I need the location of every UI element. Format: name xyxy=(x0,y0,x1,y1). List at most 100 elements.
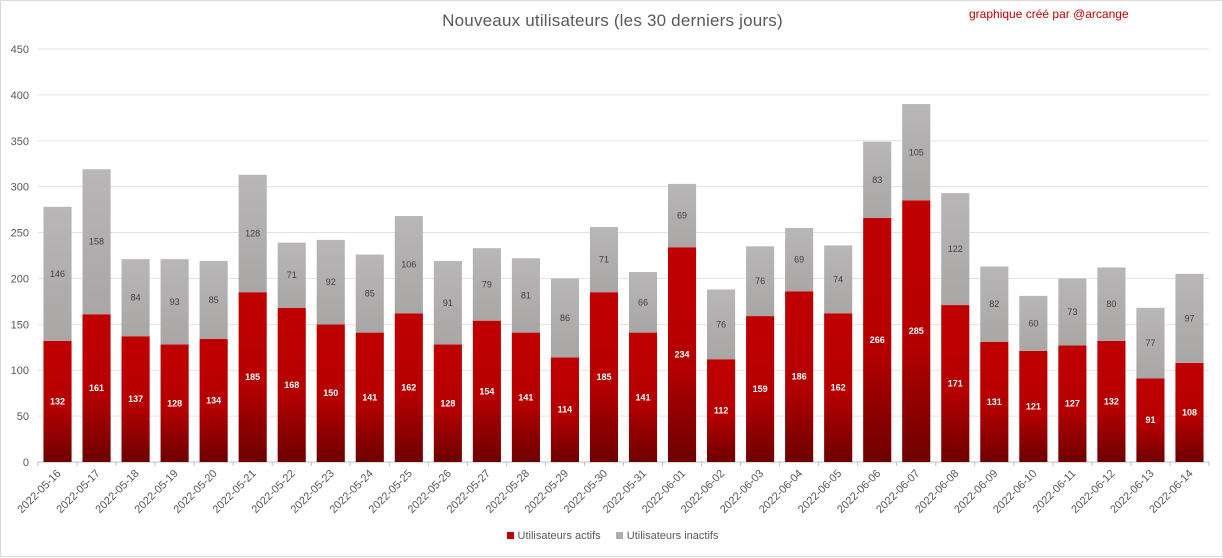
bar-active xyxy=(980,341,1009,462)
bar-inactive xyxy=(902,104,931,201)
bar-inactive xyxy=(785,227,814,292)
data-label-active: 132 xyxy=(1104,396,1119,406)
bar-inactive xyxy=(199,261,228,340)
bar-active xyxy=(1097,340,1126,462)
data-label-active: 91 xyxy=(1145,415,1155,425)
bar-inactive xyxy=(1058,278,1087,346)
bar-inactive xyxy=(1136,307,1165,379)
y-tick-label: 400 xyxy=(11,90,29,102)
bar-active xyxy=(121,336,150,462)
bar-active xyxy=(394,313,423,462)
data-label-active: 154 xyxy=(479,386,494,396)
bar-active xyxy=(824,313,853,462)
data-label-active: 121 xyxy=(1026,401,1041,411)
bar-active xyxy=(902,200,931,462)
y-tick-label: 250 xyxy=(11,228,29,240)
bar-active xyxy=(707,359,736,462)
legend: Utilisateurs actifs Utilisateurs inactif… xyxy=(1,530,1223,542)
data-label-active: 131 xyxy=(987,397,1002,407)
data-label-inactive: 74 xyxy=(833,274,843,284)
bar-inactive xyxy=(43,206,72,341)
bar-active xyxy=(746,316,775,462)
bar-inactive xyxy=(550,278,580,358)
data-label-active: 141 xyxy=(636,392,651,402)
y-tick-label: 50 xyxy=(17,411,29,423)
data-label-active: 162 xyxy=(401,383,416,393)
bar-inactive xyxy=(511,258,540,333)
data-label-inactive: 66 xyxy=(638,297,648,307)
bar-inactive xyxy=(433,261,462,345)
data-label-inactive: 158 xyxy=(89,237,104,247)
bar-active xyxy=(589,292,619,462)
bar-inactive xyxy=(355,254,384,333)
bar-inactive xyxy=(277,242,306,308)
data-label-inactive: 92 xyxy=(326,277,336,287)
data-label-inactive: 84 xyxy=(131,293,141,303)
data-label-active: 141 xyxy=(518,392,533,402)
data-label-inactive: 97 xyxy=(1184,313,1194,323)
bar-inactive xyxy=(746,246,775,317)
legend-label-inactive: Utilisateurs inactifs xyxy=(626,530,719,542)
data-label-active: 132 xyxy=(50,396,65,406)
data-label-active: 108 xyxy=(1182,407,1197,417)
y-tick-label: 450 xyxy=(11,44,29,56)
data-label-active: 168 xyxy=(284,380,299,390)
bar-active xyxy=(433,344,462,462)
data-label-active: 128 xyxy=(440,398,455,408)
data-label-inactive: 76 xyxy=(755,276,765,286)
bar-inactive xyxy=(316,239,345,325)
bar-active xyxy=(277,307,306,462)
data-label-active: 162 xyxy=(831,383,846,393)
bar-inactive xyxy=(824,245,853,314)
bar-inactive xyxy=(160,259,189,345)
bar-active xyxy=(785,291,814,462)
data-label-inactive: 60 xyxy=(1028,318,1038,328)
data-label-active: 159 xyxy=(753,384,768,394)
bar-active xyxy=(238,292,267,462)
data-label-active: 285 xyxy=(909,326,924,336)
data-label-active: 128 xyxy=(167,398,182,408)
legend-swatch-active xyxy=(506,532,514,539)
bar-active xyxy=(43,340,72,462)
data-label-active: 150 xyxy=(323,388,338,398)
data-label-inactive: 146 xyxy=(50,269,65,279)
bar-active xyxy=(355,332,384,462)
bar-active xyxy=(628,332,658,462)
bar-inactive xyxy=(82,169,111,315)
legend-label-active: Utilisateurs actifs xyxy=(517,530,601,542)
legend-swatch-inactive xyxy=(615,532,623,539)
bar-active xyxy=(316,324,345,462)
bar-inactive xyxy=(1097,267,1126,341)
bar-active xyxy=(1019,350,1048,462)
data-label-inactive: 85 xyxy=(209,295,219,305)
bar-active xyxy=(863,217,892,462)
bar-active xyxy=(511,332,540,462)
data-label-active: 266 xyxy=(870,335,885,345)
bar-inactive xyxy=(589,227,619,293)
bar-active xyxy=(1136,378,1165,462)
y-tick-label: 150 xyxy=(11,319,29,331)
data-label-active: 171 xyxy=(948,379,963,389)
bar-active xyxy=(1058,345,1087,462)
data-label-active: 127 xyxy=(1065,399,1080,409)
bar-active xyxy=(1175,362,1204,462)
data-label-inactive: 76 xyxy=(716,319,726,329)
bar-inactive xyxy=(121,259,150,337)
bar-inactive xyxy=(667,183,697,248)
bar-inactive xyxy=(1019,295,1048,351)
y-tick-label: 350 xyxy=(11,136,29,148)
y-tick-label: 0 xyxy=(23,457,29,469)
data-label-inactive: 105 xyxy=(909,147,924,157)
data-label-inactive: 77 xyxy=(1145,338,1155,348)
legend-item-inactive: Utilisateurs inactifs xyxy=(615,530,719,542)
data-label-active: 161 xyxy=(89,383,104,393)
data-label-inactive: 79 xyxy=(482,279,492,289)
data-label-active: 134 xyxy=(206,396,221,406)
bar-inactive xyxy=(394,216,423,314)
data-label-inactive: 86 xyxy=(560,313,570,323)
bar-active xyxy=(667,247,697,462)
data-label-active: 185 xyxy=(596,372,611,382)
bar-inactive xyxy=(238,174,267,293)
bar-inactive xyxy=(707,289,736,360)
data-label-inactive: 81 xyxy=(521,290,531,300)
